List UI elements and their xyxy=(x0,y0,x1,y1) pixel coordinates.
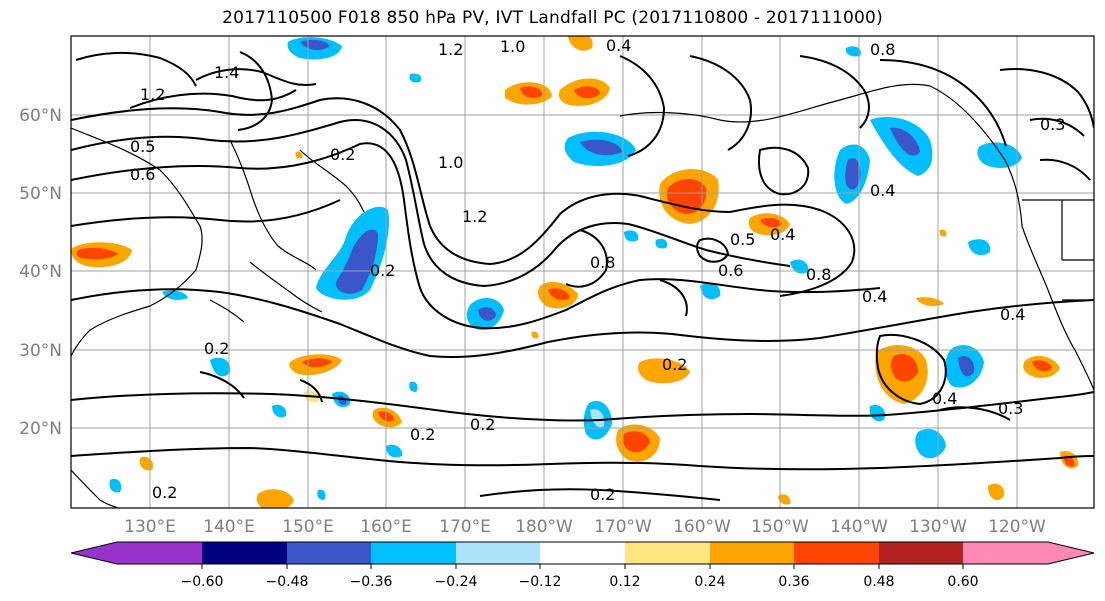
contour-label: 0.5 xyxy=(730,230,755,249)
lon-label-140w: 140°W xyxy=(830,517,888,537)
contour-label: 0.4 xyxy=(862,287,887,306)
colorbar-tick-label: 0.24 xyxy=(694,574,725,590)
contour-label: 0.4 xyxy=(1000,305,1025,324)
contour-label: 1.2 xyxy=(438,40,463,59)
contour-label: 0.4 xyxy=(606,36,631,55)
contour-label: 0.2 xyxy=(152,483,177,502)
lat-label-20n: 20°N xyxy=(19,419,62,439)
lon-label-160w: 160°W xyxy=(673,517,731,537)
colorbar-tick-label: 0.36 xyxy=(778,574,809,590)
contour-label: 0.2 xyxy=(370,261,395,280)
colorbar-tick-label: −0.36 xyxy=(350,574,393,590)
lon-label-150w: 150°W xyxy=(751,517,809,537)
contour-label: 0.8 xyxy=(870,40,895,59)
latitude-labels: 60°N 50°N 40°N 30°N 20°N xyxy=(19,106,62,439)
contour-label: 0.6 xyxy=(130,165,155,184)
contour-label: 0.4 xyxy=(770,225,795,244)
colorbar-tick-label: −0.60 xyxy=(181,574,224,590)
lat-label-40n: 40°N xyxy=(19,262,62,282)
colorbar-segment xyxy=(963,542,1048,564)
contour-label: 0.2 xyxy=(410,425,435,444)
colorbar-segment xyxy=(625,542,710,564)
map-title: 2017110500 F018 850 hPa PV, IVT Landfall… xyxy=(222,8,883,28)
lon-label-140e: 140°E xyxy=(203,517,255,537)
colorbar-segment xyxy=(371,542,456,564)
contour-label: 0.5 xyxy=(130,137,155,156)
contour-label: 0.4 xyxy=(870,181,895,200)
contour-label: 0.3 xyxy=(1040,115,1065,134)
colorbar-segment xyxy=(540,542,625,564)
contour-labels: 1.2 1.0 0.4 0.8 0.3 1.4 1.2 0.5 0.2 1.0 … xyxy=(130,36,1065,504)
contour-label: 1.4 xyxy=(214,63,239,82)
colorbar-segment xyxy=(117,542,202,564)
lon-label-170e: 170°E xyxy=(439,517,491,537)
lon-label-120w: 120°W xyxy=(988,517,1046,537)
contour-label: 0.2 xyxy=(330,145,355,164)
colorbar-tick-label: 0.60 xyxy=(947,574,978,590)
lat-label-50n: 50°N xyxy=(19,184,62,204)
colorbar-tick-label: −0.12 xyxy=(519,574,562,590)
colorbar-tick-label: −0.24 xyxy=(435,574,478,590)
contour-label: 1.2 xyxy=(140,85,165,104)
contour-label: 0.8 xyxy=(806,265,831,284)
colorbar-segment xyxy=(202,542,287,564)
lon-label-150e: 150°E xyxy=(282,517,334,537)
longitude-labels: 130°E 140°E 150°E 160°E 170°E 180°W 170°… xyxy=(124,517,1046,537)
contour-label: 0.2 xyxy=(470,415,495,434)
lon-label-130e: 130°E xyxy=(124,517,176,537)
lon-label-160e: 160°E xyxy=(360,517,412,537)
colorbar-segment xyxy=(456,542,540,564)
colorbar-extend-low xyxy=(71,542,117,564)
colorbar-extend-high xyxy=(1048,542,1094,564)
contour-label: 0.3 xyxy=(998,399,1023,418)
pv-shading xyxy=(71,36,1079,508)
contour-label: 1.2 xyxy=(462,207,487,226)
lat-label-30n: 30°N xyxy=(19,341,62,361)
lon-label-130w: 130°W xyxy=(909,517,967,537)
contour-label: 1.0 xyxy=(500,37,525,56)
lon-label-180w: 180°W xyxy=(515,517,573,537)
contour-label: 0.4 xyxy=(932,389,957,408)
map-frame xyxy=(70,35,1095,509)
map-area: 1.2 1.0 0.4 0.8 0.3 1.4 1.2 0.5 0.2 1.0 … xyxy=(71,36,1094,508)
contour-label: 1.0 xyxy=(438,153,463,172)
contour-label: 0.2 xyxy=(662,355,687,374)
colorbar-segment xyxy=(879,542,963,564)
contour-lines xyxy=(71,51,1094,501)
colorbar-segment xyxy=(287,542,371,564)
colorbar: −0.60 −0.48 −0.36 −0.24 −0.12 0.12 0.24 … xyxy=(70,541,1095,590)
lat-label-60n: 60°N xyxy=(19,106,62,126)
colorbar-tick-label: 0.48 xyxy=(863,574,894,590)
contour-label: 0.2 xyxy=(590,485,615,504)
colorbar-segment xyxy=(794,542,879,564)
colorbar-segment xyxy=(710,542,794,564)
colorbar-tick-label: −0.48 xyxy=(266,574,309,590)
colorbar-tick-label: 0.12 xyxy=(609,574,640,590)
contour-label: 0.8 xyxy=(590,253,615,272)
lon-label-170w: 170°W xyxy=(594,517,652,537)
contour-label: 0.2 xyxy=(204,339,229,358)
contour-label: 0.6 xyxy=(718,261,743,280)
